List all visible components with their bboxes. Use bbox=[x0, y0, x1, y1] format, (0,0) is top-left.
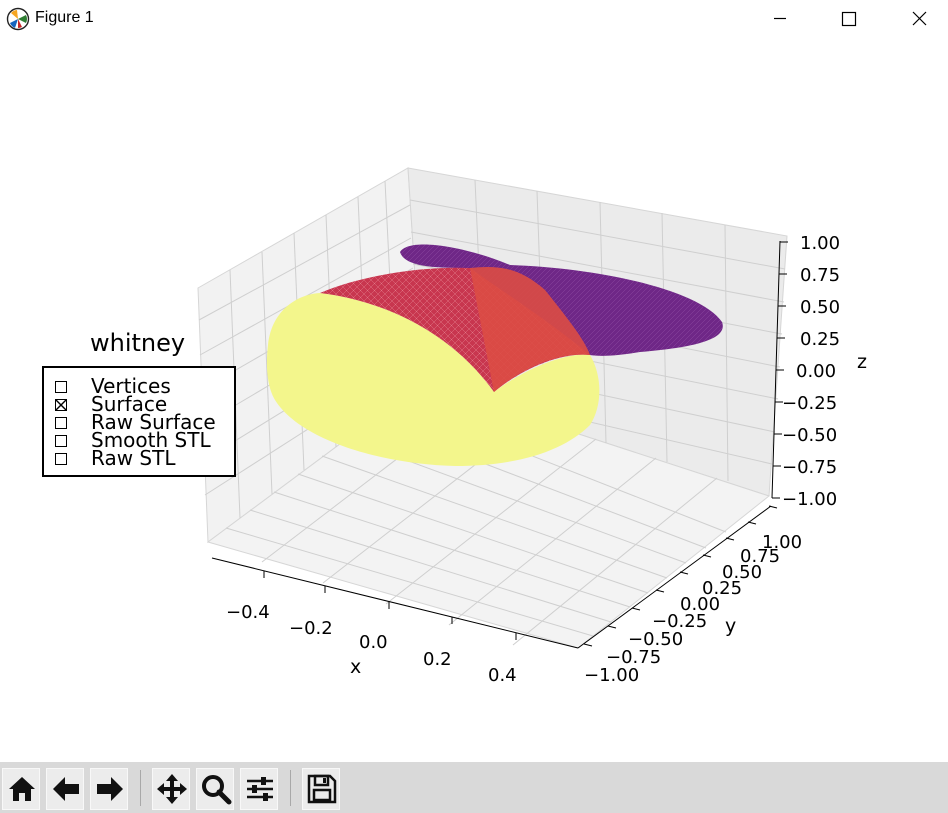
title-bar: Figure 1 bbox=[0, 0, 948, 38]
z-tick-label: −0.50 bbox=[782, 425, 837, 446]
surface-yellow-disc bbox=[266, 293, 600, 466]
checkbutton-raw-stl[interactable]: Raw STL bbox=[44, 446, 234, 470]
z-axis-label: z bbox=[857, 351, 867, 373]
maximize-button[interactable] bbox=[826, 0, 872, 38]
navigation-toolbar bbox=[0, 762, 948, 813]
checkbox[interactable] bbox=[55, 435, 67, 447]
pan-icon bbox=[157, 774, 187, 804]
z-tick-label: 0.50 bbox=[800, 297, 840, 318]
checkbutton-label: Raw Surface bbox=[91, 410, 216, 434]
z-tick-label: −1.00 bbox=[782, 489, 837, 510]
zoom-icon bbox=[202, 775, 232, 805]
save-button[interactable] bbox=[302, 768, 340, 810]
y-tick-label: −0.75 bbox=[606, 647, 661, 668]
checkbuttons-title: whitney bbox=[90, 329, 186, 357]
close-icon bbox=[912, 11, 927, 26]
y-tick-label: −1.00 bbox=[584, 665, 639, 686]
z-tick-label: 0.75 bbox=[800, 265, 840, 286]
y-tick-label: 0.50 bbox=[722, 562, 762, 583]
y-tick-label: −0.25 bbox=[652, 611, 707, 632]
back-button[interactable] bbox=[46, 768, 84, 810]
check-cross-icon bbox=[56, 400, 66, 410]
checkbutton-vertices[interactable]: Vertices bbox=[44, 374, 234, 398]
y-tick-label: −0.50 bbox=[628, 629, 683, 650]
z-tick-label: 0.00 bbox=[796, 361, 836, 382]
checkbox[interactable] bbox=[55, 453, 67, 465]
configure-subplots-button[interactable] bbox=[240, 768, 278, 810]
minimize-button[interactable] bbox=[757, 0, 803, 38]
maximize-icon bbox=[841, 11, 857, 27]
plot-3d: −0.4 −0.2 0.0 0.2 0.4 x −1.00 −0.75 −0.5… bbox=[197, 167, 867, 686]
checkbutton-label: Smooth STL bbox=[91, 428, 211, 452]
minimize-icon bbox=[774, 17, 786, 20]
y-tick-label: 0.00 bbox=[680, 594, 720, 615]
x-axis-label: x bbox=[350, 656, 361, 678]
z-tick-label: 0.25 bbox=[800, 329, 840, 350]
configure-subplots-icon bbox=[247, 777, 273, 801]
close-button[interactable] bbox=[896, 0, 942, 38]
checkbutton-label: Raw STL bbox=[91, 446, 176, 470]
y-tick-label: 0.25 bbox=[702, 578, 742, 599]
pan-button[interactable] bbox=[152, 768, 190, 810]
x-tick-label: −0.4 bbox=[226, 602, 270, 623]
checkbutton-label: Surface bbox=[91, 392, 168, 416]
checkbuttons-panel: Vertices Surface Raw Surface Smooth STL … bbox=[42, 366, 236, 477]
checkbutton-raw-surface[interactable]: Raw Surface bbox=[44, 410, 234, 434]
forward-button[interactable] bbox=[90, 768, 128, 810]
y-tick-label: 0.75 bbox=[740, 546, 780, 567]
x-tick-label: 0.0 bbox=[359, 632, 388, 653]
x-tick-label: −0.2 bbox=[289, 618, 333, 639]
home-button[interactable] bbox=[2, 768, 40, 810]
zoom-button[interactable] bbox=[196, 768, 234, 810]
figure-canvas[interactable]: −0.4 −0.2 0.0 0.2 0.4 x −1.00 −0.75 −0.5… bbox=[0, 38, 948, 762]
checkbutton-smooth-stl[interactable]: Smooth STL bbox=[44, 428, 234, 452]
z-tick-label: −0.25 bbox=[782, 393, 837, 414]
surface-highlight bbox=[470, 267, 590, 392]
matplotlib-icon bbox=[6, 7, 30, 31]
z-tick-label: 1.00 bbox=[800, 233, 840, 254]
x-tick-label: 0.2 bbox=[423, 649, 452, 670]
y-axis-label: y bbox=[725, 615, 736, 637]
forward-icon bbox=[97, 777, 123, 801]
checkbutton-label: Vertices bbox=[91, 374, 171, 398]
z-tick-label: −0.75 bbox=[782, 457, 837, 478]
checkbox[interactable] bbox=[55, 381, 67, 393]
y-axis-line bbox=[577, 505, 772, 649]
checkbutton-surface[interactable]: Surface bbox=[44, 392, 234, 416]
toolbar-separator bbox=[290, 770, 291, 806]
back-icon bbox=[53, 777, 79, 801]
window-title: Figure 1 bbox=[35, 9, 94, 26]
home-icon bbox=[9, 777, 35, 801]
checkbox-checked[interactable] bbox=[55, 399, 67, 411]
checkbox[interactable] bbox=[55, 417, 67, 429]
x-axis-line bbox=[211, 557, 579, 649]
y-tick-label: 1.00 bbox=[762, 532, 802, 553]
toolbar-separator bbox=[140, 770, 141, 806]
x-tick-label: 0.4 bbox=[488, 665, 517, 686]
save-icon bbox=[307, 774, 337, 804]
